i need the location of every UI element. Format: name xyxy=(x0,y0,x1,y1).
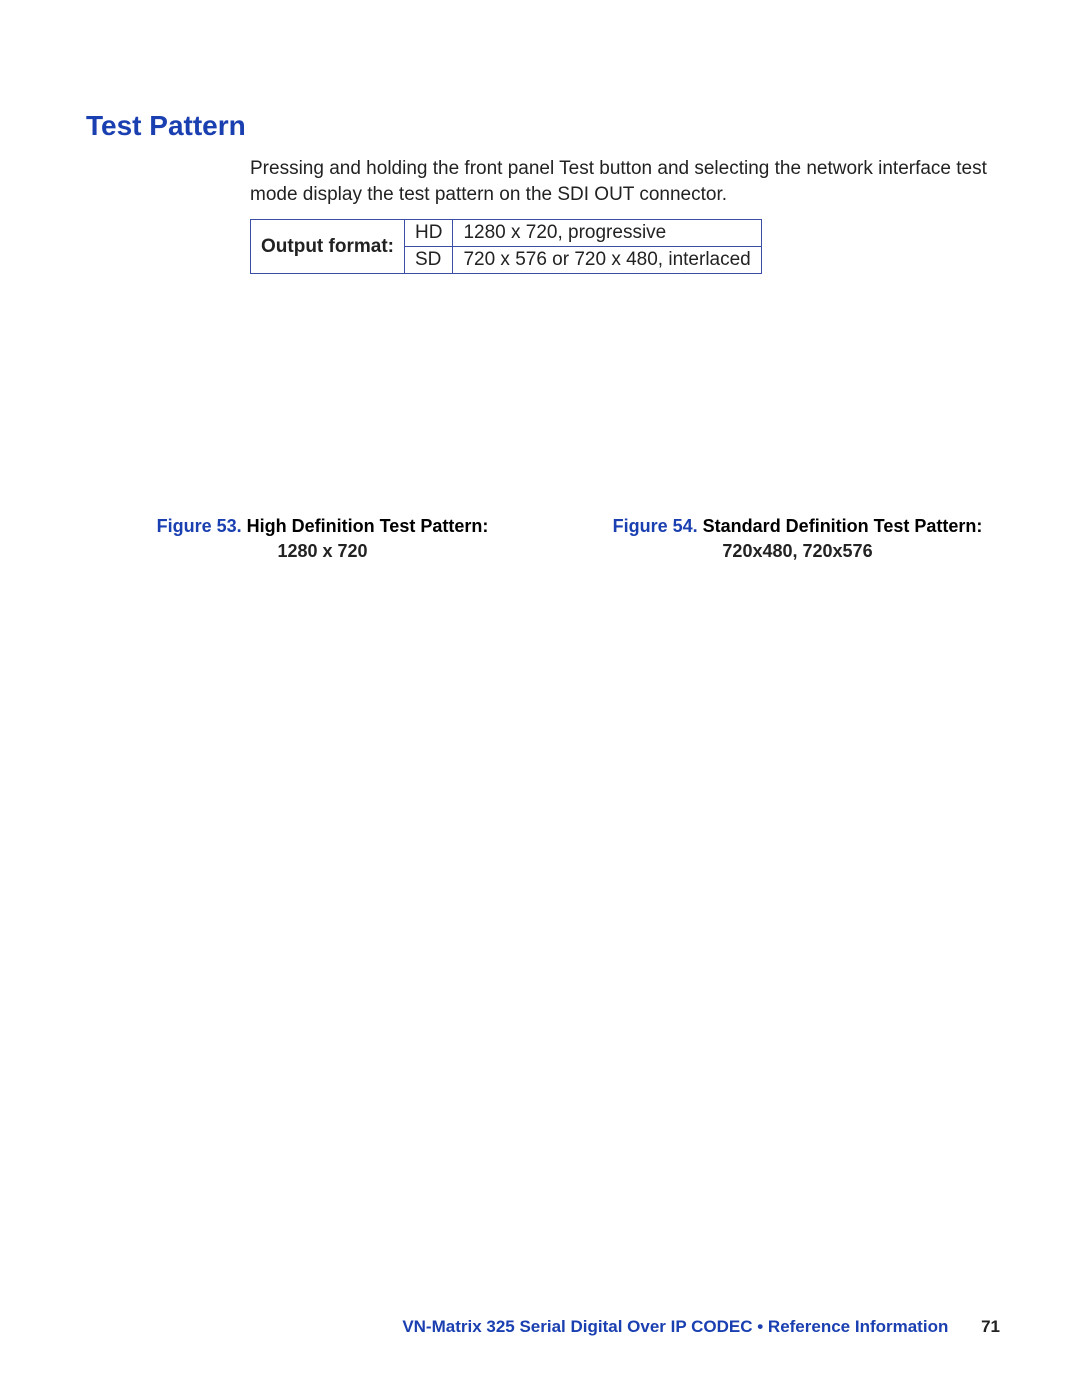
section-heading: Test Pattern xyxy=(86,110,1000,142)
table-cell-desc: 1280 x 720, progressive xyxy=(453,220,761,247)
table-cell-desc: 720 x 576 or 720 x 480, interlaced xyxy=(453,247,761,274)
figure-title: High Definition Test Pattern: xyxy=(242,516,489,536)
table-row: Output format: HD 1280 x 720, progressiv… xyxy=(251,220,762,247)
figure-label: Figure 54. xyxy=(613,516,698,536)
figure-subtitle: 1280 x 720 xyxy=(120,539,525,563)
figure-title: Standard Definition Test Pattern: xyxy=(698,516,983,536)
figure-captions-row: Figure 53. High Definition Test Pattern:… xyxy=(120,514,1000,563)
caption-right: Figure 54. Standard Definition Test Patt… xyxy=(595,514,1000,563)
caption-left: Figure 53. High Definition Test Pattern:… xyxy=(120,514,525,563)
output-format-label: Output format xyxy=(261,236,388,257)
table-cell-mode: HD xyxy=(404,220,452,247)
table-cell-mode: SD xyxy=(404,247,452,274)
output-format-table: Output format: HD 1280 x 720, progressiv… xyxy=(250,219,762,274)
page-footer: VN-Matrix 325 Serial Digital Over IP COD… xyxy=(402,1317,1000,1337)
table-header-label: Output format: xyxy=(251,220,405,274)
footer-page-number: 71 xyxy=(981,1317,1000,1336)
output-format-label-suffix: : xyxy=(388,236,394,257)
figure-label: Figure 53. xyxy=(157,516,242,536)
figure-subtitle: 720x480, 720x576 xyxy=(595,539,1000,563)
intro-paragraph: Pressing and holding the front panel Tes… xyxy=(250,156,1000,207)
footer-doc-title: VN-Matrix 325 Serial Digital Over IP COD… xyxy=(402,1317,948,1336)
